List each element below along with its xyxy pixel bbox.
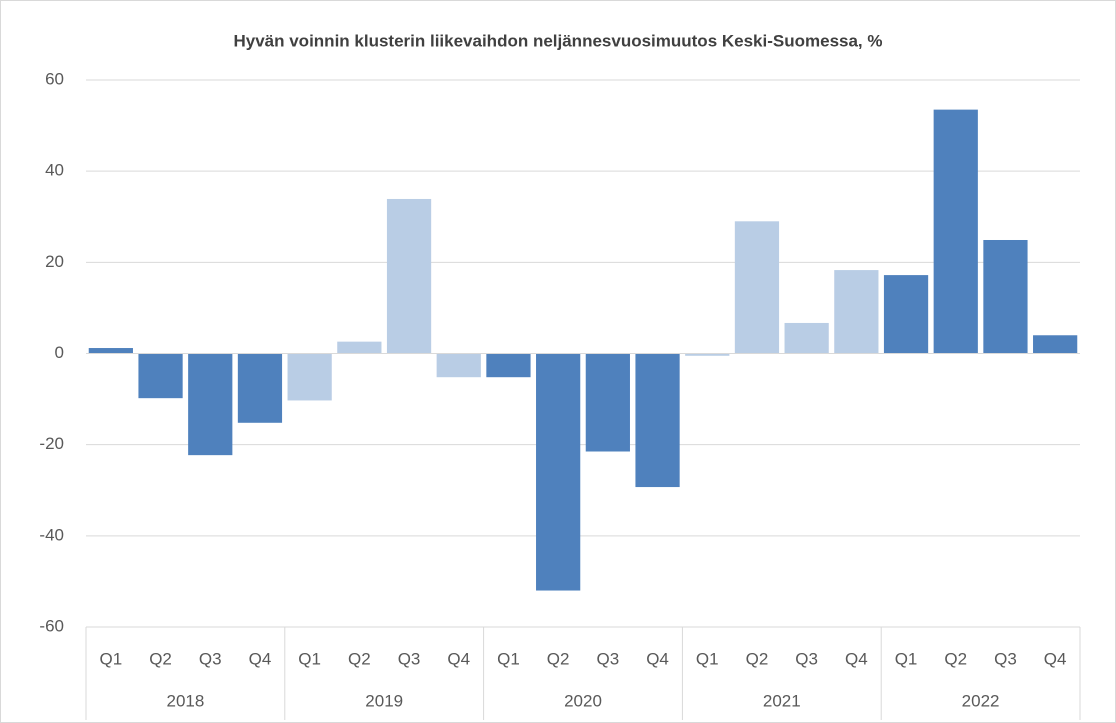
group-label: 2021 — [763, 691, 801, 710]
bar — [337, 341, 382, 354]
x-tick-label: Q1 — [100, 649, 123, 668]
bar — [188, 353, 233, 456]
x-tick-label: Q2 — [746, 649, 769, 668]
y-tick-label: 20 — [45, 252, 64, 271]
bar — [585, 353, 630, 452]
y-tick-label: -40 — [39, 525, 64, 544]
bar — [287, 353, 332, 401]
bar — [88, 348, 133, 354]
bar — [486, 353, 531, 378]
group-label: 2022 — [962, 691, 1000, 710]
y-tick-label: 40 — [45, 161, 64, 180]
bar — [436, 353, 481, 378]
x-tick-label: Q4 — [1044, 649, 1067, 668]
x-tick-label: Q2 — [348, 649, 371, 668]
x-tick-label: Q1 — [895, 649, 918, 668]
x-tick-label: Q1 — [696, 649, 719, 668]
x-tick-label: Q2 — [547, 649, 570, 668]
x-tick-label: Q1 — [497, 649, 520, 668]
x-tick-label: Q3 — [199, 649, 222, 668]
y-tick-label: 0 — [55, 343, 64, 362]
bar — [536, 353, 581, 591]
bar — [983, 239, 1028, 354]
y-tick-label: -20 — [39, 434, 64, 453]
bar — [784, 322, 829, 354]
bar — [386, 198, 432, 354]
bar — [834, 270, 879, 354]
y-tick-label: 60 — [45, 69, 64, 88]
chart-title: Hyvän voinnin klusterin liikevaihdon nel… — [233, 31, 882, 50]
bar — [237, 353, 283, 423]
x-tick-label: Q4 — [447, 649, 470, 668]
bar — [635, 353, 680, 488]
bar — [138, 353, 183, 399]
x-tick-label: Q3 — [398, 649, 421, 668]
y-tick-label: -60 — [39, 616, 64, 635]
x-tick-label: Q3 — [994, 649, 1017, 668]
x-tick-label: Q3 — [795, 649, 818, 668]
bar — [883, 275, 929, 354]
x-tick-label: Q4 — [845, 649, 868, 668]
x-tick-label: Q3 — [597, 649, 620, 668]
group-label: 2019 — [365, 691, 403, 710]
group-label: 2018 — [166, 691, 204, 710]
bar — [933, 109, 978, 354]
bar — [685, 353, 730, 356]
x-tick-label: Q1 — [298, 649, 321, 668]
bar — [734, 221, 780, 354]
x-tick-label: Q4 — [646, 649, 669, 668]
group-label: 2020 — [564, 691, 602, 710]
bar — [1033, 335, 1078, 354]
x-tick-label: Q4 — [249, 649, 272, 668]
x-tick-label: Q2 — [149, 649, 172, 668]
x-tick-label: Q2 — [944, 649, 967, 668]
